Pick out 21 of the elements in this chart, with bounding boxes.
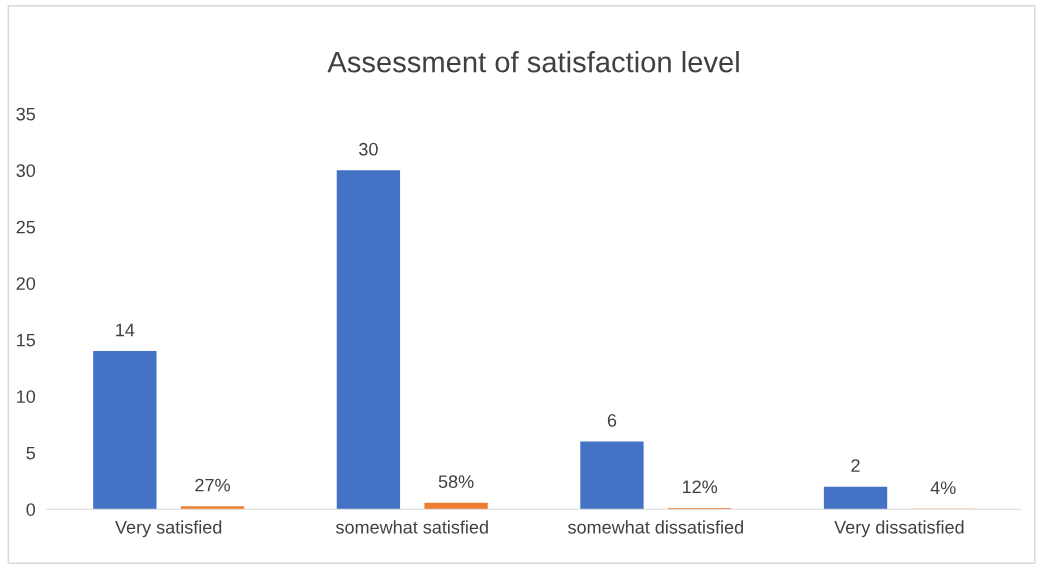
y-tick-label: 5 — [26, 446, 36, 460]
y-tick-label: 0 — [26, 503, 36, 516]
data-label: 58% — [438, 475, 474, 489]
y-tick-label: 35 — [16, 107, 36, 121]
data-label: 14 — [116, 323, 135, 337]
data-label: 12% — [682, 480, 718, 494]
chart-title: Assessment of satisfaction level — [327, 51, 739, 73]
y-tick-label: 20 — [16, 277, 36, 290]
data-label: 4% — [930, 481, 956, 495]
x-tick-label: Very satisfied — [115, 520, 222, 538]
data-label: 27% — [195, 478, 230, 492]
data-label: 30 — [359, 142, 378, 156]
data-label: 6 — [607, 414, 617, 427]
y-tick-label: 30 — [16, 164, 36, 178]
x-tick-label: somewhat satisfied — [335, 520, 488, 534]
data-label: 2 — [851, 459, 860, 472]
x-tick-label: somewhat dissatisfied — [568, 520, 743, 534]
y-tick-label: 15 — [17, 333, 36, 347]
y-tick-label: 25 — [16, 220, 36, 234]
y-tick-label: 10 — [17, 390, 36, 403]
x-tick-label: Very dissatisfied — [834, 520, 964, 538]
